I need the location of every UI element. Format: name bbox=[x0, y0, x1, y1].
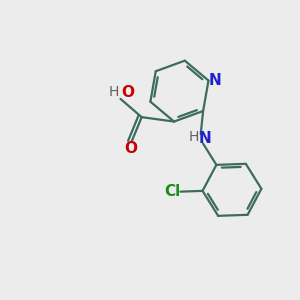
Text: H: H bbox=[188, 130, 199, 145]
Text: N: N bbox=[199, 131, 212, 146]
Text: O: O bbox=[121, 85, 134, 100]
Text: H: H bbox=[109, 85, 119, 99]
Text: Cl: Cl bbox=[164, 184, 180, 200]
Text: O: O bbox=[124, 141, 137, 156]
Text: N: N bbox=[208, 73, 221, 88]
